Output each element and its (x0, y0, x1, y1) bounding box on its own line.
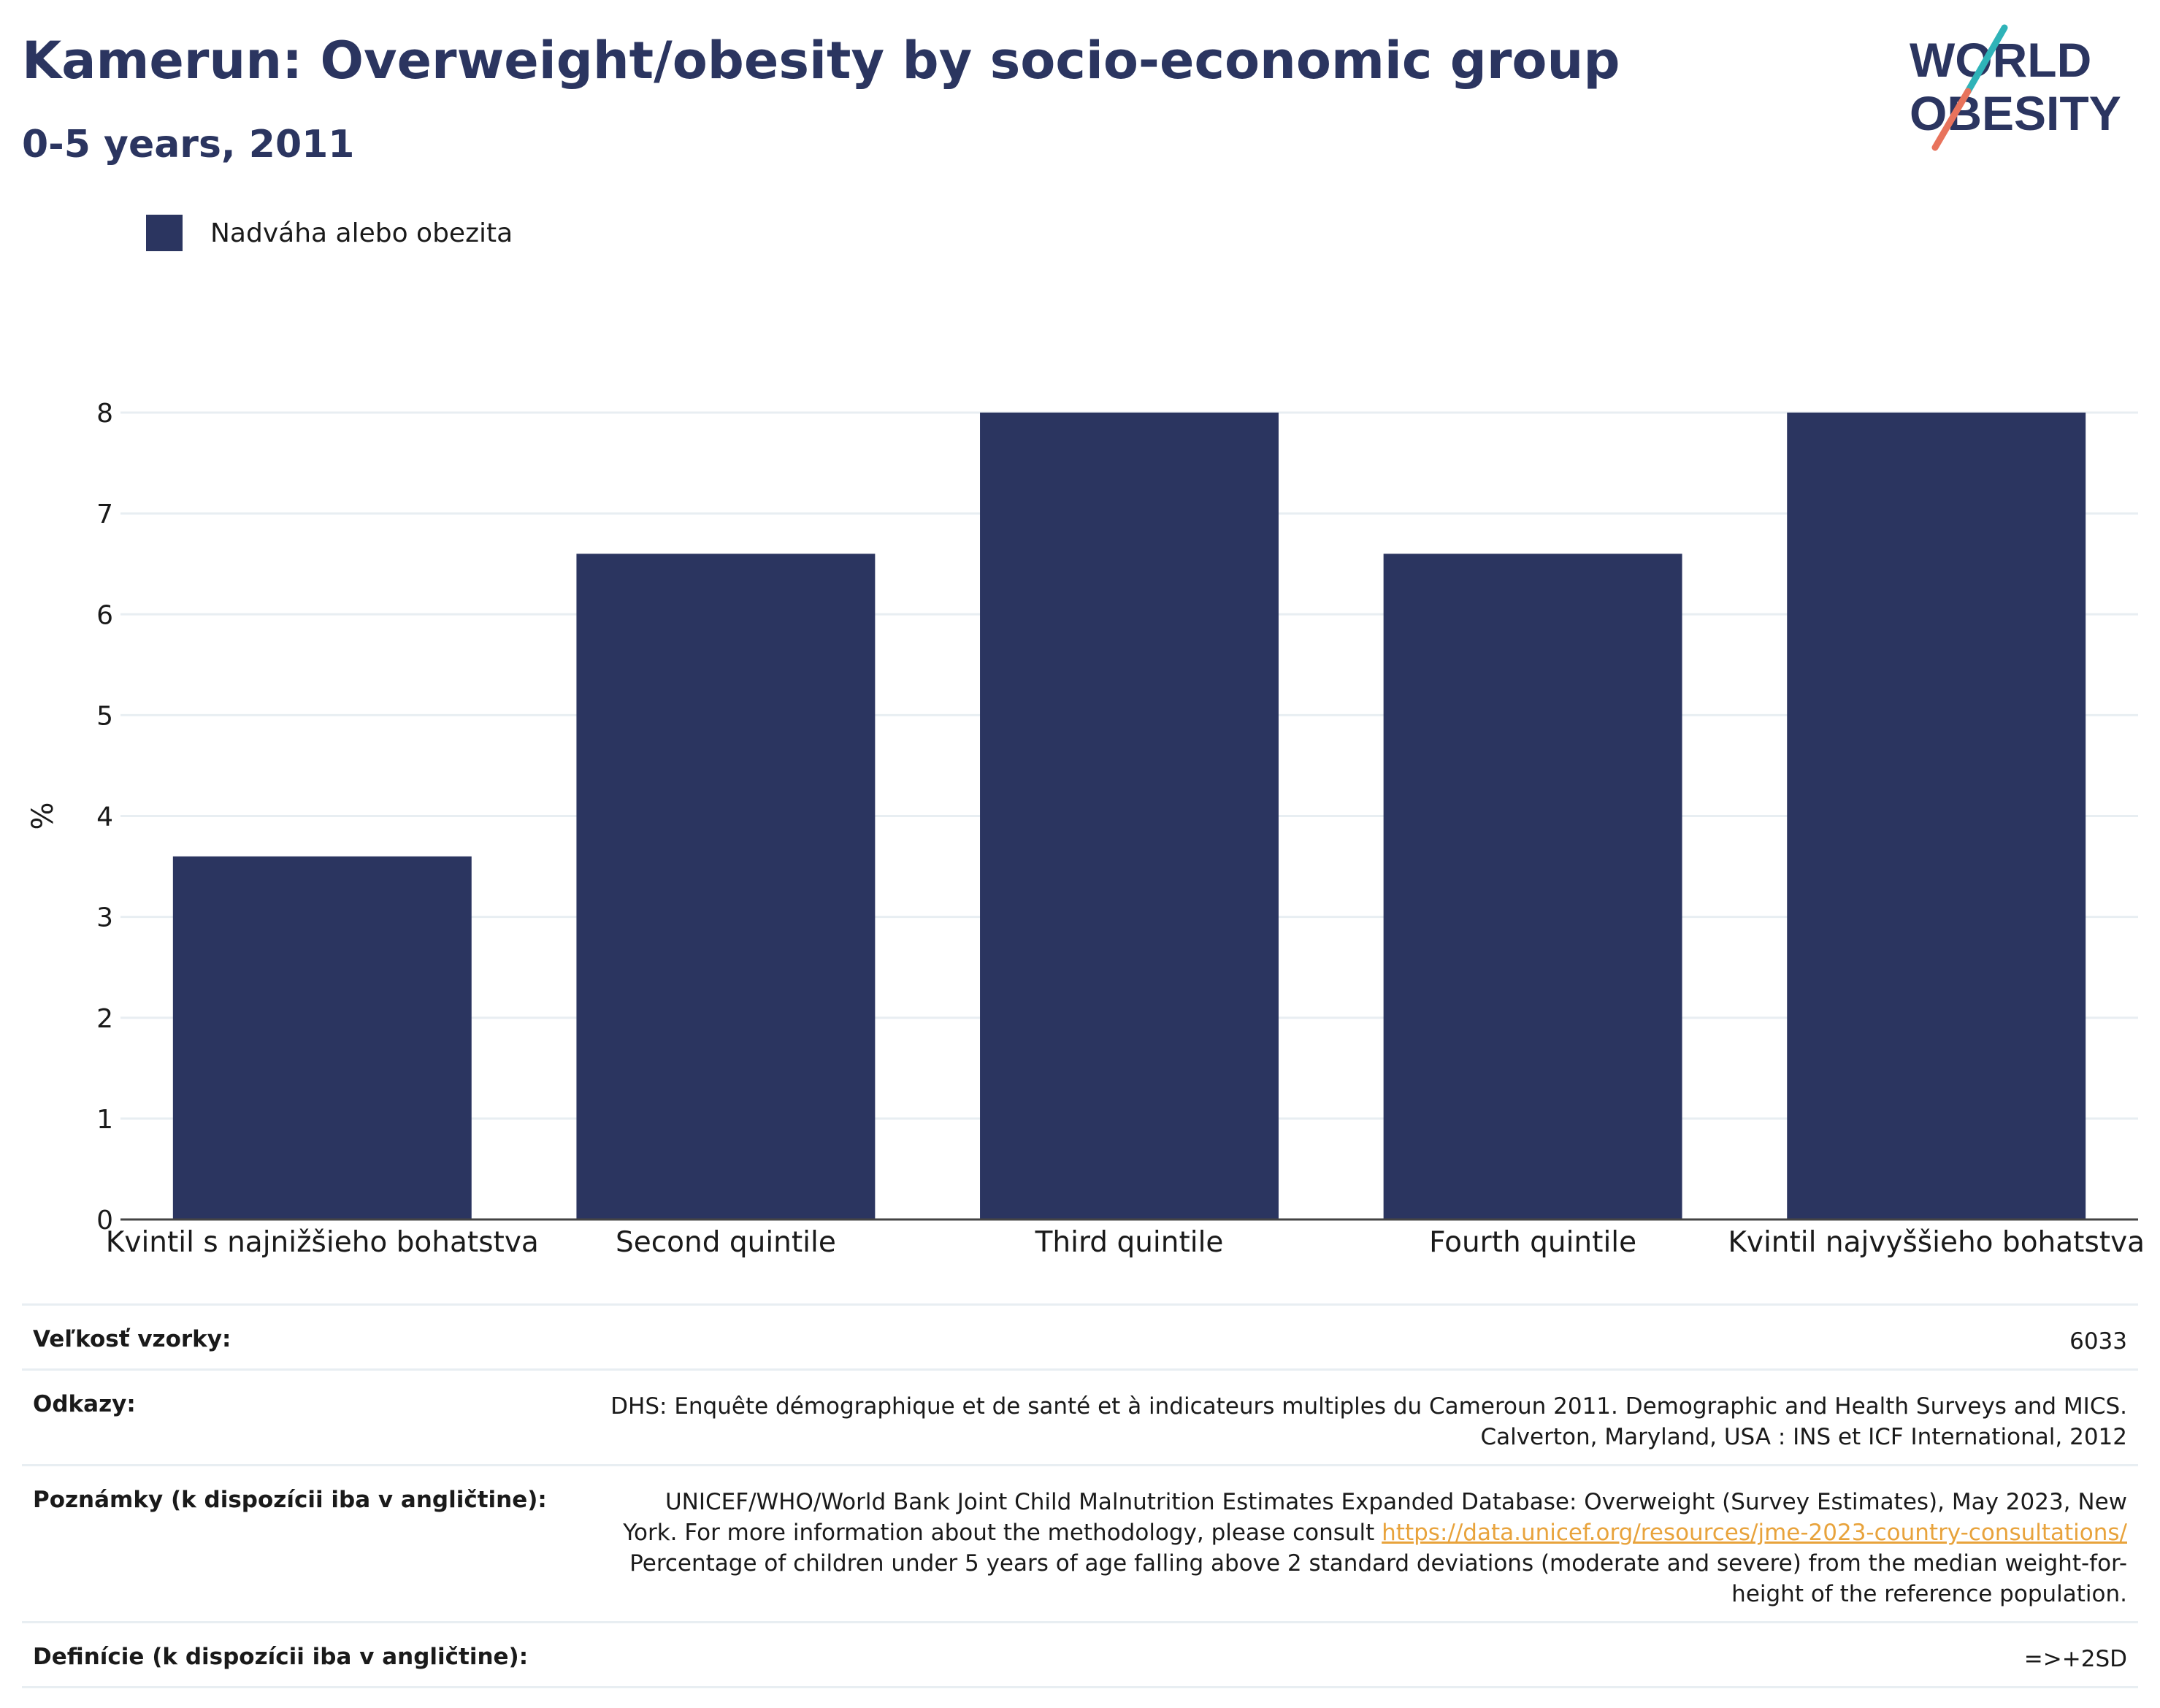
meta-label-definitions: Definície (k dispozícii iba v angličtine… (33, 1644, 529, 1670)
legend-label: Nadváha alebo obezita (210, 218, 513, 248)
notes-line: UNICEF/WHO/World Bank Joint Child Malnut… (665, 1489, 2127, 1515)
bar (980, 413, 1279, 1219)
y-tick-label: 6 (96, 600, 113, 630)
logo-line1: WORLD (1910, 33, 2091, 87)
chart-title: Kamerun: Overweight/obesity by socio-eco… (22, 31, 1620, 91)
bar (172, 856, 472, 1219)
sample-size-value: 6033 (2069, 1328, 2127, 1355)
logo-slash-teal (1964, 24, 2008, 95)
y-tick-label: 7 (96, 499, 113, 529)
bar (1787, 413, 2086, 1219)
y-tick-label: 0 (96, 1206, 113, 1236)
y-tick-label: 5 (96, 701, 113, 731)
y-tick-label: 1 (96, 1105, 113, 1135)
meta-label-notes: Poznámky (k dispozícii iba v angličtine)… (33, 1487, 547, 1513)
y-tick-label: 3 (96, 903, 113, 933)
meta-row-sample-size: Veľkosť vzorky: 6033 (22, 1303, 2138, 1368)
references-line: Calverton, Maryland, USA : INS et ICF In… (1480, 1424, 2127, 1450)
x-tick-label: Kvintil najvyššieho bohatstva (1728, 1226, 2145, 1259)
bar-chart: 0 1 2 3 4 5 6 7 8 Kvintil s najnižšieho bohatstva… (26, 399, 2145, 1259)
legend: Nadváha alebo obezita (146, 215, 513, 251)
y-tick-label: 4 (96, 803, 113, 832)
x-tick-label: Third quintile (1035, 1226, 1224, 1259)
meta-row-references: Odkazy: DHS: Enquête démographique et de… (22, 1368, 2138, 1464)
y-tick-label: 2 (96, 1004, 113, 1034)
meta-label-references: Odkazy: (33, 1391, 136, 1417)
x-tick-label: Kvintil s najnižšieho bohatstva (106, 1226, 539, 1259)
definitions-value: =>+2SD (2023, 1646, 2127, 1672)
legend-swatch (146, 215, 183, 251)
bar (576, 554, 876, 1219)
logo-slash-red (1931, 88, 1972, 151)
chart-subtitle: 0-5 years, 2011 (22, 123, 355, 166)
meta-value-sample-size: 6033 (2069, 1326, 2127, 1357)
bar (1383, 554, 1682, 1219)
meta-value-definitions: =>+2SD (2024, 1644, 2127, 1674)
meta-label-sample-size: Veľkosť vzorky: (33, 1326, 231, 1352)
metadata-table: Veľkosť vzorky: 6033 Odkazy: DHS: Enquêt… (22, 1303, 2138, 1688)
meta-value-references: DHS: Enquête démographique et de santé e… (610, 1391, 2127, 1452)
references-line: DHS: Enquête démographique et de santé e… (610, 1393, 2127, 1420)
y-tick-label: 8 (96, 399, 113, 429)
notes-line: Percentage of children under 5 years of … (629, 1550, 2127, 1577)
x-tick-label: Fourth quintile (1429, 1226, 1636, 1259)
notes-line: height of the reference population. (1731, 1581, 2127, 1607)
world-obesity-logo: WORLD OBESITY (1910, 24, 2121, 151)
notes-line: York. For more information about the met… (623, 1517, 2127, 1548)
notes-line-prefix: York. For more information about the met… (623, 1520, 1382, 1546)
meta-value-notes: UNICEF/WHO/World Bank Joint Child Malnut… (623, 1487, 2127, 1609)
y-axis-label: % (26, 802, 60, 830)
meta-row-notes: Poznámky (k dispozícii iba v angličtine)… (22, 1464, 2138, 1621)
meta-row-definitions: Definície (k dispozícii iba v angličtine… (22, 1621, 2138, 1688)
x-tick-label: Second quintile (616, 1226, 836, 1259)
methodology-link[interactable]: https://data.unicef.org/resources/jme-20… (1382, 1520, 2127, 1546)
